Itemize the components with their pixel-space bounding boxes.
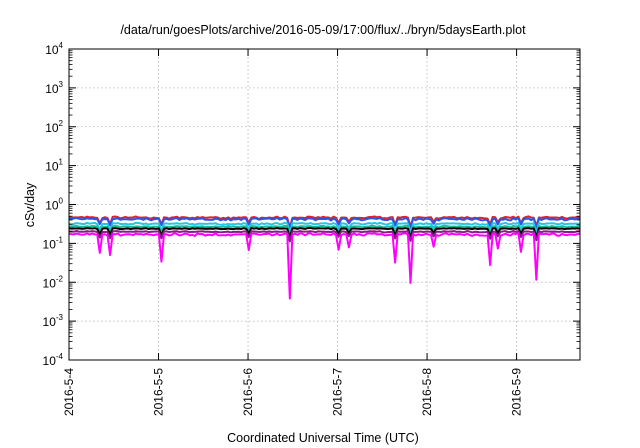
y-tick-label: 103	[45, 80, 63, 96]
x-tick-label: 2016-5-5	[152, 368, 166, 416]
y-tick-label: 10-3	[43, 313, 64, 329]
y-tick-label: 101	[45, 158, 63, 174]
y-tick-label: 104	[45, 41, 63, 57]
series-group	[68, 215, 581, 300]
y-axis-title: cSv/day	[23, 182, 37, 227]
chart-title: /data/run/goesPlots/archive/2016-05-09/1…	[120, 23, 526, 37]
y-tick-label: 10-2	[43, 274, 64, 290]
y-tick-label: 100	[45, 197, 63, 213]
grid	[69, 49, 580, 360]
series-line	[68, 215, 581, 229]
x-axis-title: Coordinated Universal Time (UTC)	[227, 431, 419, 445]
y-tick-label: 102	[45, 119, 63, 135]
x-tick-label: 2016-5-6	[241, 368, 255, 416]
series-line	[68, 231, 581, 300]
x-tick-label: 2016-5-4	[62, 368, 76, 416]
y-axis: 10-4 10-3 10-2 10-1 100 101 102 103 104	[43, 41, 580, 368]
x-axis: 2016-5-4 2016-5-5 2016-5-6 2016-5-7 2016-5-8…	[62, 49, 524, 416]
series-line	[68, 224, 581, 238]
series-line	[68, 221, 581, 235]
series-line	[68, 229, 581, 243]
x-tick-label: 2016-5-8	[420, 368, 434, 416]
x-tick-label: 2016-5-7	[331, 368, 345, 416]
series-line	[68, 226, 581, 239]
x-tick-label: 2016-5-9	[510, 368, 524, 416]
series-line	[68, 216, 581, 231]
y-tick-label: 10-1	[43, 235, 64, 251]
y-tick-label: 10-4	[43, 352, 64, 368]
